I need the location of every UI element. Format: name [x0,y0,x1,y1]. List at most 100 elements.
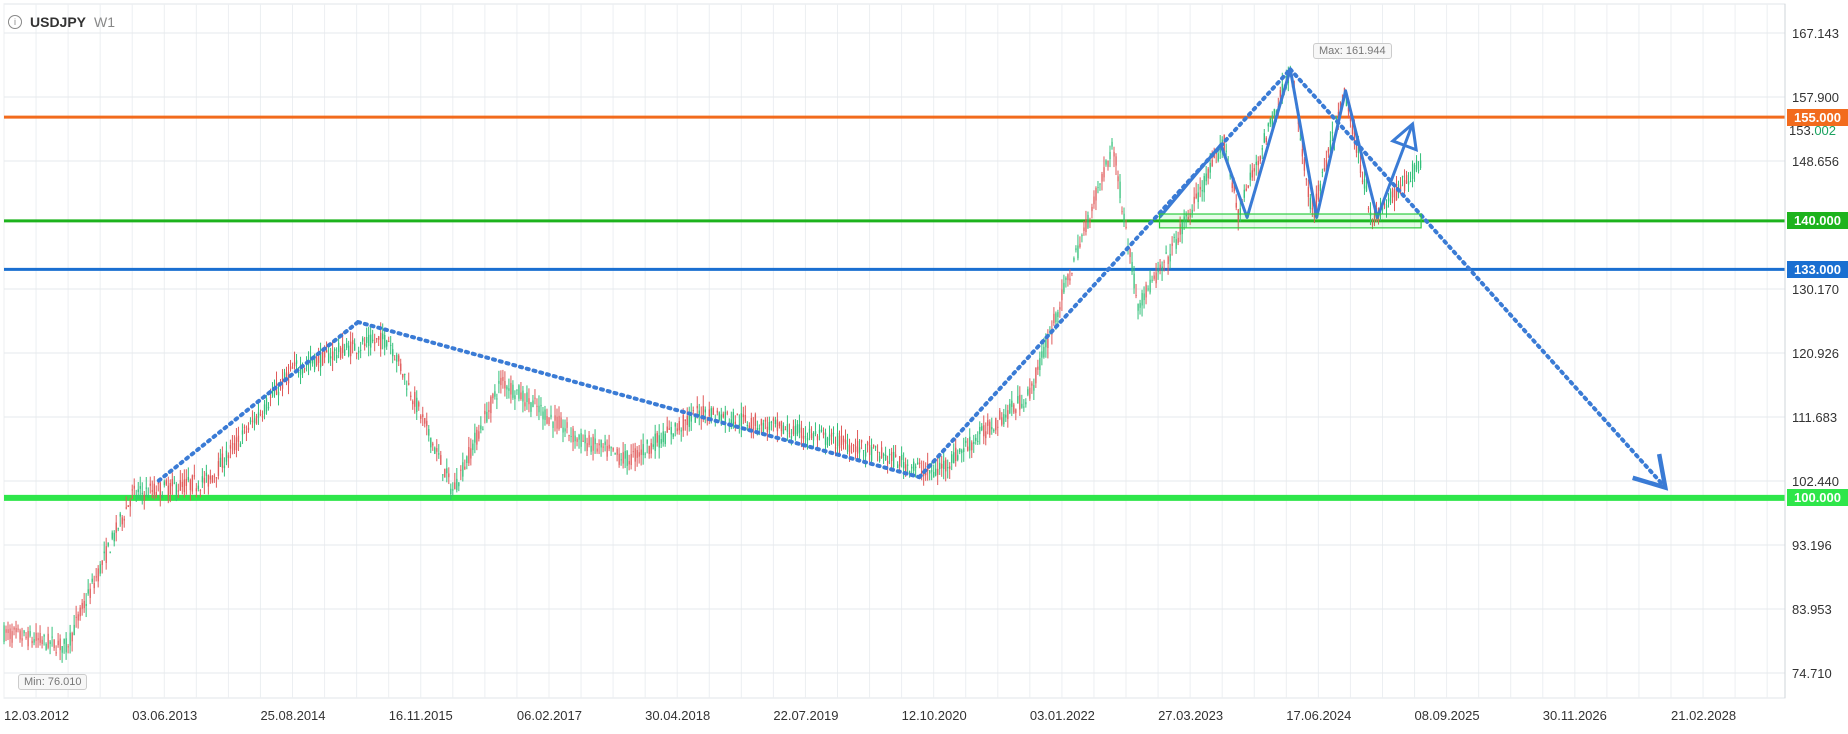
candle-body [157,482,159,484]
level-label-140[interactable]: 140.000 [1787,212,1848,230]
candle-body [921,470,923,476]
chart-header: i USDJPY W1 [8,14,115,30]
candle-body [963,448,965,452]
candle-body [1359,164,1362,174]
candle-body [584,434,586,444]
candle-body [1307,187,1310,197]
candle-body [460,469,462,471]
candle-body [570,435,572,437]
candle-body [632,451,634,453]
candle-body [291,367,294,369]
candle-body [630,454,632,466]
candle-body [1103,167,1105,178]
candle-body [1013,404,1015,413]
candle-body [526,392,528,403]
x-tick-label: 12.10.2020 [902,708,967,723]
zigzag-arrow-head-icon [1389,121,1418,153]
candle-body [1047,338,1049,349]
candle-body [868,445,871,456]
y-tick-label: 74.710 [1792,666,1832,681]
y-tick-label: 83.953 [1792,602,1832,617]
candle-body [1057,312,1059,317]
candle-body [1267,123,1269,127]
candle-body [1387,198,1390,202]
candle-body [666,426,668,433]
candle-body [1077,245,1079,259]
level-label-100[interactable]: 100.000 [1787,489,1848,507]
candle-body [53,639,55,649]
trend-arrow-line [1288,67,1668,490]
candle-body [356,352,358,354]
candle-body [888,453,891,456]
candle-body [221,453,224,468]
candle-body [1163,261,1165,263]
candle-body [482,428,484,430]
candle-body [93,583,95,589]
level-label-133[interactable]: 133.000 [1787,260,1848,278]
candle-body [454,482,456,490]
candle-body [772,418,775,421]
candle-body [1021,403,1023,408]
candle-body [648,446,650,454]
candle-body [1363,179,1366,189]
candle-body [1311,208,1314,210]
candle-body [911,466,913,469]
candle-body [864,451,867,457]
candle-body [1137,303,1139,311]
candle-body [263,404,266,415]
candle-body [955,447,957,461]
candle-body [1167,256,1169,265]
candle-body [903,462,905,469]
candle-body [744,415,747,422]
candle-body [1201,190,1203,192]
candle-body [376,338,378,340]
x-tick-label: 08.09.2025 [1415,708,1480,723]
candle-body [644,453,646,455]
candle-body [905,464,907,473]
candle-body [1271,115,1273,128]
candle-body [428,429,430,436]
candle-body [614,452,616,454]
level-label-155[interactable]: 155.000 [1787,108,1848,126]
candle-body [424,417,426,424]
candle-body [696,405,698,409]
candle-body [1147,288,1149,290]
candle-body [893,451,895,468]
candle-body [1345,96,1348,107]
candle-body [127,505,129,508]
candle-body [967,446,969,451]
candle-body [85,603,87,607]
candle-body [478,431,480,439]
candle-body [494,391,496,397]
candle-body [207,475,210,487]
candle-body [35,632,37,641]
candle-body [3,625,5,642]
candle-body [179,480,182,491]
candle-body [484,410,486,415]
candle-body [1159,264,1161,269]
candle-body [412,401,414,405]
timeframe-label[interactable]: W1 [94,14,116,30]
candle-body [1365,185,1368,192]
candle-body [528,398,530,405]
candle-body [1071,273,1073,275]
candle-body [47,633,49,648]
candle-body [574,435,576,442]
candle-body [628,461,630,465]
x-tick-label: 16.11.2015 [389,708,453,723]
candle-body [1189,213,1191,218]
candle-body [804,436,807,438]
info-icon[interactable]: i [8,15,22,29]
candle-body [558,415,560,430]
candle-body [1353,128,1356,144]
candle-body [710,408,712,422]
candle-body [366,337,368,343]
candle-body [197,485,200,489]
candle-body [814,431,817,434]
candle-body [231,443,234,445]
candle-body [1075,248,1077,251]
candle-body [255,416,258,424]
candle-body [882,453,885,456]
